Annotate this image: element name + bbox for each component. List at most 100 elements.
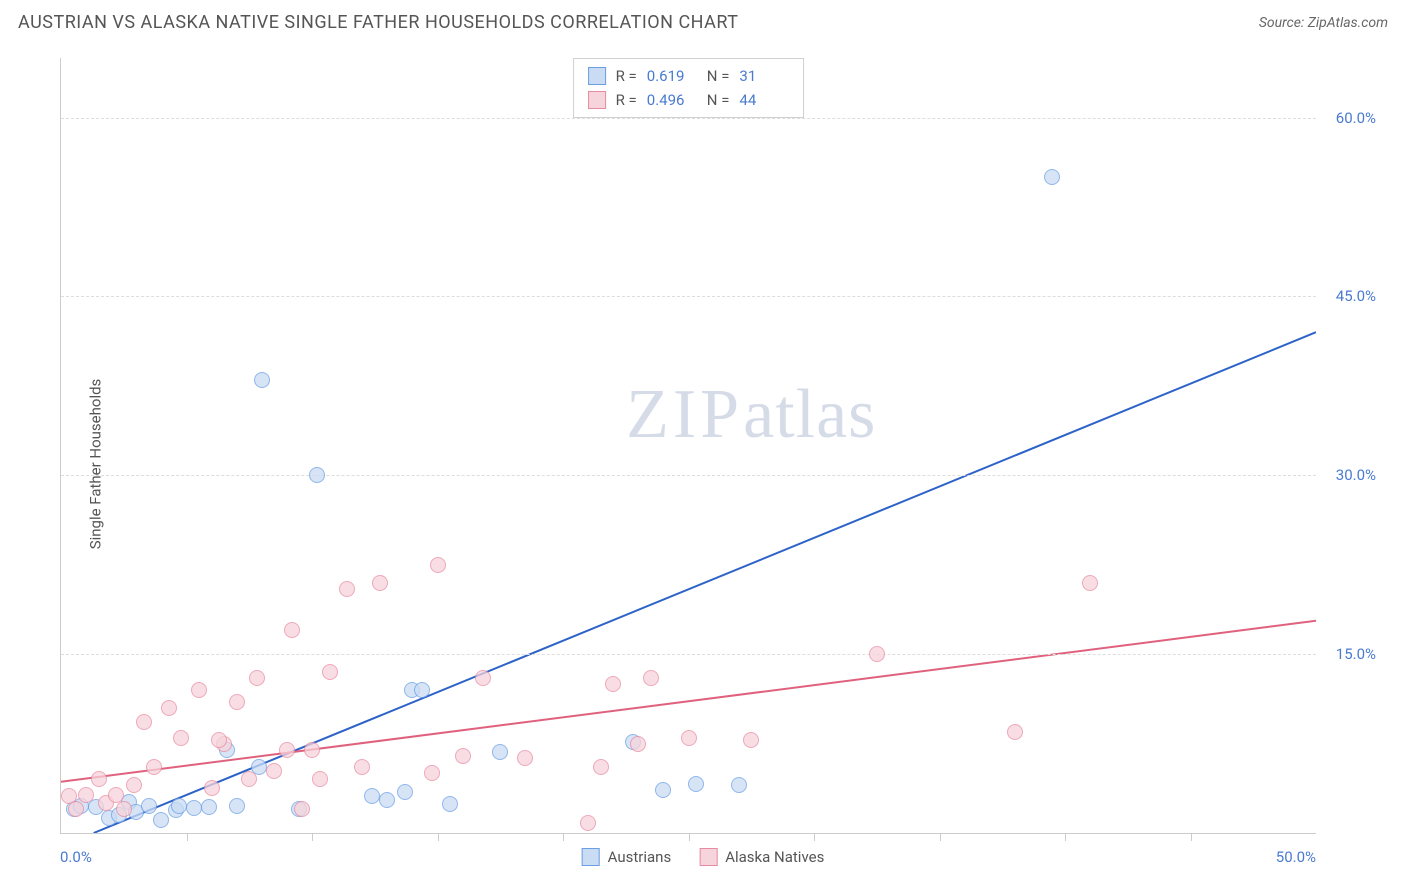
gridline: [61, 296, 1316, 297]
scatter-point: [161, 700, 177, 716]
scatter-point: [322, 664, 338, 680]
x-tick: [940, 833, 941, 841]
scatter-point: [68, 801, 84, 817]
chart-title: AUSTRIAN VS ALASKA NATIVE SINGLE FATHER …: [18, 12, 739, 33]
scatter-point: [229, 694, 245, 710]
scatter-point: [294, 801, 310, 817]
scatter-point: [442, 796, 458, 812]
legend-item: Austrians: [582, 848, 672, 866]
y-tick-label: 30.0%: [1336, 466, 1376, 484]
scatter-point: [364, 788, 380, 804]
scatter-point: [605, 676, 621, 692]
scatter-point: [643, 670, 659, 686]
x-tick: [312, 833, 313, 841]
scatter-point: [397, 784, 413, 800]
source-label: Source: ZipAtlas.com: [1259, 15, 1388, 31]
legend-label: Austrians: [608, 848, 672, 866]
scatter-point: [475, 670, 491, 686]
x-axis-max-label: 50.0%: [1276, 848, 1316, 866]
r-label: R =: [616, 88, 637, 112]
x-tick: [563, 833, 564, 841]
y-tick-label: 45.0%: [1336, 287, 1376, 305]
scatter-point: [455, 748, 471, 764]
x-tick: [438, 833, 439, 841]
scatter-point: [254, 372, 270, 388]
scatter-point: [743, 732, 759, 748]
gridline: [61, 118, 1316, 119]
scatter-point: [731, 777, 747, 793]
scatter-point: [339, 581, 355, 597]
x-tick: [1191, 833, 1192, 841]
r-label: R =: [616, 64, 637, 88]
scatter-point: [517, 750, 533, 766]
scatter-point: [91, 771, 107, 787]
r-value: 0.496: [647, 88, 697, 112]
series-legend: Austrians Alaska Natives: [582, 848, 825, 866]
stats-legend: R = 0.619 N = 31 R = 0.496 N = 44: [573, 58, 805, 118]
scatter-point: [153, 812, 169, 828]
scatter-point: [173, 730, 189, 746]
scatter-point: [372, 575, 388, 591]
plot-region: ZIPatlas R =0.619N =31R =0.496N =44 15.0…: [60, 58, 1316, 834]
scatter-point: [1007, 724, 1023, 740]
n-label: N =: [707, 88, 730, 112]
legend-swatch: [588, 91, 606, 109]
n-value: 44: [739, 88, 789, 112]
scatter-point: [204, 780, 220, 796]
scatter-point: [379, 792, 395, 808]
n-label: N =: [707, 64, 730, 88]
scatter-point: [1044, 169, 1060, 185]
watermark-zip: ZIP: [626, 376, 743, 453]
scatter-point: [146, 759, 162, 775]
scatter-point: [655, 782, 671, 798]
legend-swatch: [699, 848, 717, 866]
x-tick: [187, 833, 188, 841]
scatter-point: [229, 798, 245, 814]
legend-label: Alaska Natives: [725, 848, 824, 866]
gridline: [61, 475, 1316, 476]
scatter-point: [354, 759, 370, 775]
scatter-point: [249, 670, 265, 686]
n-value: 31: [739, 64, 789, 88]
scatter-point: [136, 714, 152, 730]
scatter-point: [304, 742, 320, 758]
scatter-point: [492, 744, 508, 760]
scatter-point: [241, 771, 257, 787]
scatter-point: [116, 801, 132, 817]
y-tick-label: 60.0%: [1336, 109, 1376, 127]
legend-swatch: [582, 848, 600, 866]
trend-line: [94, 332, 1316, 833]
scatter-point: [171, 798, 187, 814]
scatter-point: [414, 682, 430, 698]
stats-legend-row: R = 0.619 N = 31: [588, 64, 790, 88]
scatter-point: [284, 622, 300, 638]
scatter-point: [126, 777, 142, 793]
scatter-point: [430, 557, 446, 573]
x-tick: [1065, 833, 1066, 841]
y-tick-label: 15.0%: [1336, 645, 1376, 663]
scatter-point: [211, 732, 227, 748]
watermark-atlas: atlas: [743, 376, 876, 453]
r-value: 0.619: [647, 64, 697, 88]
scatter-point: [78, 787, 94, 803]
legend-item: Alaska Natives: [699, 848, 824, 866]
scatter-point: [630, 736, 646, 752]
scatter-point: [309, 467, 325, 483]
scatter-point: [580, 815, 596, 831]
x-axis-min-label: 0.0%: [60, 848, 92, 866]
x-tick: [689, 833, 690, 841]
scatter-point: [141, 798, 157, 814]
scatter-point: [266, 763, 282, 779]
gridline: [61, 654, 1316, 655]
scatter-point: [312, 771, 328, 787]
watermark: ZIPatlas: [626, 375, 876, 455]
scatter-point: [688, 776, 704, 792]
scatter-point: [424, 765, 440, 781]
scatter-point: [681, 730, 697, 746]
scatter-point: [191, 682, 207, 698]
scatter-point: [869, 646, 885, 662]
scatter-point: [201, 799, 217, 815]
trend-lines: [61, 58, 1316, 833]
scatter-point: [1082, 575, 1098, 591]
scatter-point: [593, 759, 609, 775]
